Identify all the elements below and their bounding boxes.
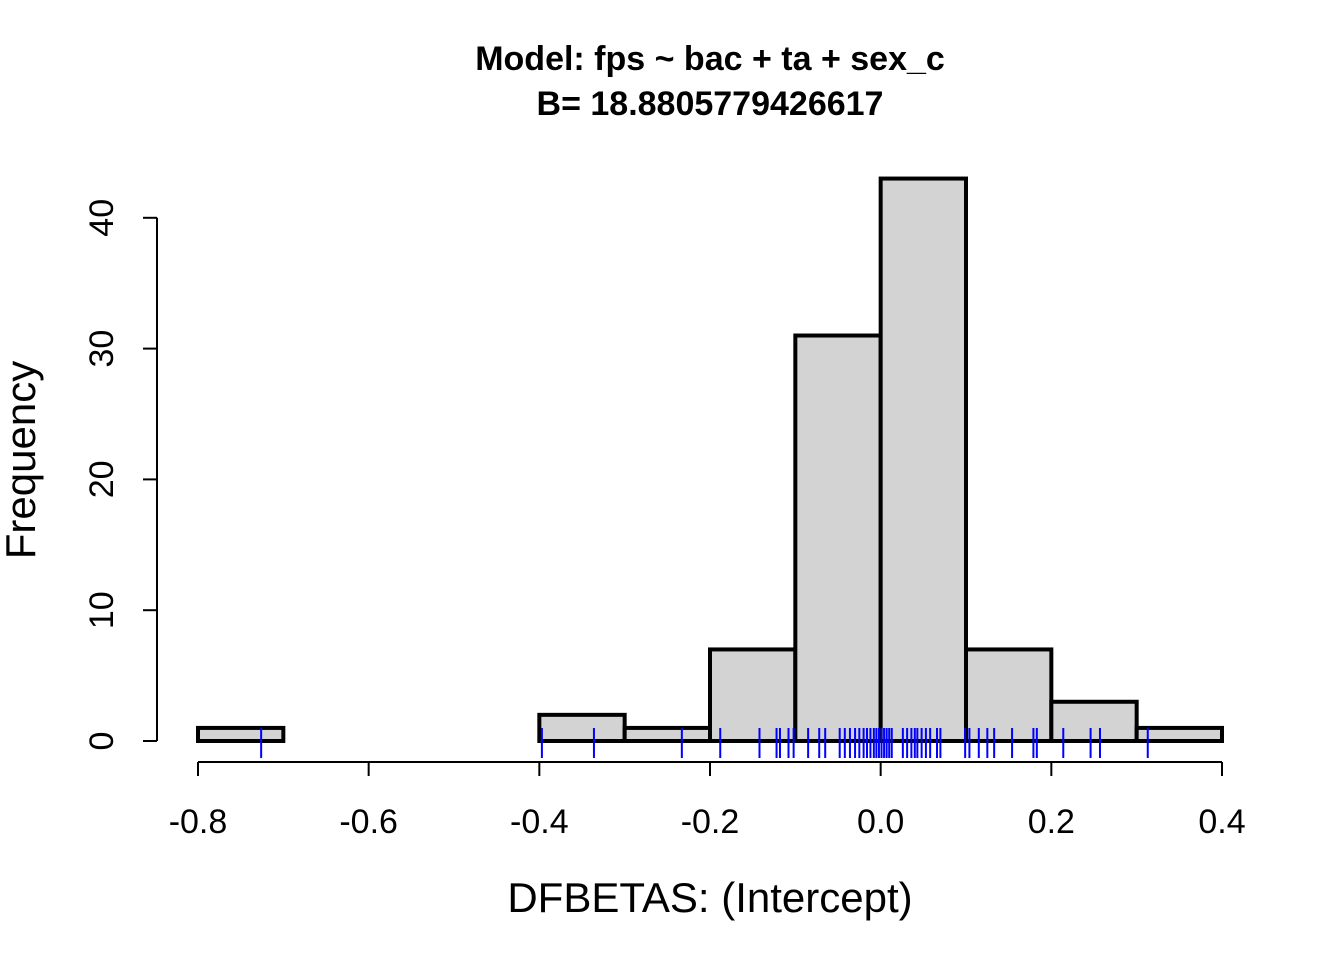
histogram-bar [196, 725, 286, 743]
x-tick-label: -0.4 [510, 803, 569, 841]
y-tick-label: 40 [83, 199, 121, 237]
histogram-bar [708, 647, 798, 743]
x-axis-label: DFBETAS: (Intercept) [507, 874, 912, 921]
x-axis: -0.8 -0.6 -0.4 -0.2 0.0 0.2 0.4 [169, 761, 1246, 841]
histogram-bar [878, 176, 969, 743]
x-tick-label: 0.2 [1028, 803, 1075, 841]
histogram-bar [1049, 699, 1139, 744]
chart-title: Model: fps ~ bac + ta + sex_c [475, 40, 945, 78]
histogram-bar [964, 647, 1054, 743]
histogram-bars [196, 176, 1224, 744]
histogram-bar [1134, 725, 1224, 743]
x-tick-label: -0.6 [339, 803, 398, 841]
y-axis-label: Frequency [0, 361, 44, 559]
y-tick-label: 30 [83, 330, 121, 368]
histogram-bar [793, 333, 883, 743]
histogram-bar [622, 725, 713, 743]
y-axis: 0 10 20 30 40 [83, 199, 158, 751]
x-tick-label: 0.0 [857, 803, 904, 841]
rug-marks [260, 728, 1149, 758]
y-tick-label: 10 [83, 591, 121, 629]
y-tick-label: 20 [83, 460, 121, 498]
x-tick-label: -0.2 [681, 803, 740, 841]
histogram-bar [537, 712, 627, 744]
chart-subtitle: B= 18.8805779426617 [537, 85, 884, 123]
x-tick-label: 0.4 [1198, 803, 1245, 841]
x-tick-label: -0.8 [169, 803, 228, 841]
y-tick-label: 0 [83, 732, 121, 751]
